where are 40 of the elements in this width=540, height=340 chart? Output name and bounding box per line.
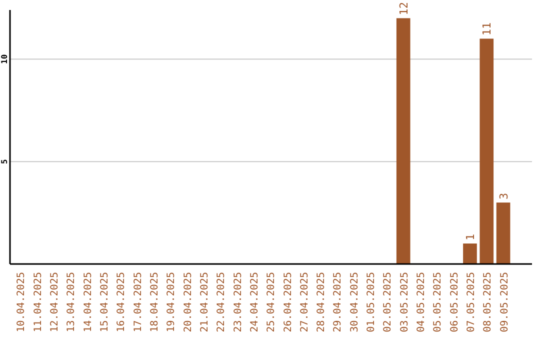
x-tick-label: 25.04.2025 (266, 272, 278, 332)
bar (463, 244, 477, 264)
x-tick-label: 20.04.2025 (182, 272, 194, 332)
x-tick-label: 05.05.2025 (432, 272, 444, 332)
y-tick-label: 10 (0, 54, 9, 64)
x-tick-label: 18.04.2025 (150, 272, 160, 332)
x-tick-label: 10.04.2025 (16, 272, 28, 332)
data-label: 3 (497, 192, 510, 200)
x-tick-label: 14.04.2025 (82, 272, 94, 332)
x-tick-label: 09.05.2025 (499, 272, 510, 332)
x-tick-label: 07.05.2025 (466, 272, 477, 332)
x-tick-label: 21.04.2025 (199, 272, 210, 332)
x-tick-label: 24.04.2025 (249, 272, 260, 332)
x-tick-label: 02.05.2025 (382, 272, 394, 332)
bar (480, 38, 494, 264)
x-tick-label: 11.04.2025 (32, 272, 44, 332)
x-tick-label: 04.05.2025 (416, 272, 428, 332)
x-tick-label: 28.04.2025 (316, 272, 328, 332)
x-tick-label: 26.04.2025 (282, 272, 294, 332)
y-tick-label: 5 (0, 158, 9, 164)
data-label: 11 (480, 22, 494, 36)
x-tick-label: 30.04.2025 (349, 272, 360, 332)
data-label: 12 (397, 2, 410, 16)
x-tick-label: 15.04.2025 (100, 272, 111, 332)
x-tick-label: 23.04.2025 (232, 272, 244, 332)
x-tick-label: 03.05.2025 (399, 272, 410, 332)
x-tick-label: 29.04.2025 (332, 272, 344, 332)
x-tick-label: 13.04.2025 (66, 272, 78, 332)
x-tick-label: 17.04.2025 (132, 272, 144, 332)
x-tick-label: 27.04.2025 (299, 272, 310, 332)
x-tick-label: 08.05.2025 (482, 272, 494, 332)
x-tick-label: 12.04.2025 (50, 272, 61, 332)
bar (396, 18, 410, 264)
x-tick-label: 19.04.2025 (166, 272, 178, 332)
x-tick-label: 01.05.2025 (366, 272, 378, 332)
x-tick-label: 06.05.2025 (449, 272, 460, 332)
x-tick-label: 16.04.2025 (116, 272, 128, 332)
data-label: 1 (464, 234, 477, 241)
x-tick-label: 22.04.2025 (216, 272, 228, 332)
bar (496, 202, 510, 264)
